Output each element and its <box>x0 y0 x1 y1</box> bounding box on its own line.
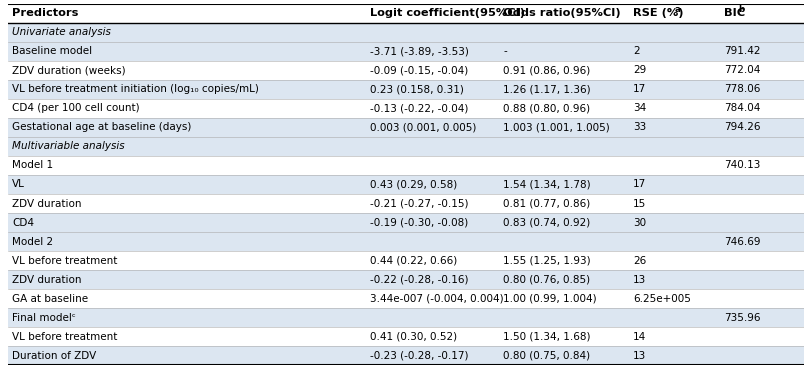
Text: 0.41 (0.30, 0.52): 0.41 (0.30, 0.52) <box>370 332 457 342</box>
Text: 30: 30 <box>632 218 645 228</box>
Text: 746.69: 746.69 <box>723 237 760 246</box>
Bar <box>8 232 803 251</box>
Bar <box>8 308 803 327</box>
Text: VL: VL <box>12 179 25 190</box>
Bar <box>8 346 803 365</box>
Text: 15: 15 <box>632 199 646 208</box>
Text: -0.19 (-0.30, -0.08): -0.19 (-0.30, -0.08) <box>370 218 468 228</box>
Text: Model 1: Model 1 <box>12 161 54 170</box>
Bar <box>8 4 803 23</box>
Text: Duration of ZDV: Duration of ZDV <box>12 351 97 361</box>
Bar <box>8 61 803 80</box>
Text: GA at baseline: GA at baseline <box>12 294 88 304</box>
Bar <box>8 194 803 213</box>
Text: Final modelᶜ: Final modelᶜ <box>12 313 75 323</box>
Text: ZDV duration: ZDV duration <box>12 199 81 208</box>
Text: VL before treatment initiation (log₁₀ copies/mL): VL before treatment initiation (log₁₀ co… <box>12 85 259 94</box>
Text: 0.81 (0.77, 0.86): 0.81 (0.77, 0.86) <box>503 199 590 208</box>
Text: -0.23 (-0.28, -0.17): -0.23 (-0.28, -0.17) <box>370 351 468 361</box>
Text: 772.04: 772.04 <box>723 65 760 75</box>
Text: -0.13 (-0.22, -0.04): -0.13 (-0.22, -0.04) <box>370 103 468 113</box>
Text: Predictors: Predictors <box>12 8 79 18</box>
Text: 0.43 (0.29, 0.58): 0.43 (0.29, 0.58) <box>370 179 457 190</box>
Bar <box>8 23 803 42</box>
Text: 1.50 (1.34, 1.68): 1.50 (1.34, 1.68) <box>503 332 590 342</box>
Text: 1.54 (1.34, 1.78): 1.54 (1.34, 1.78) <box>503 179 590 190</box>
Bar <box>8 289 803 308</box>
Text: ZDV duration (weeks): ZDV duration (weeks) <box>12 65 126 75</box>
Text: 784.04: 784.04 <box>723 103 760 113</box>
Text: b: b <box>738 4 744 14</box>
Text: 1.003 (1.001, 1.005): 1.003 (1.001, 1.005) <box>503 123 609 132</box>
Text: VL before treatment: VL before treatment <box>12 332 118 342</box>
Text: 2: 2 <box>632 46 638 56</box>
Text: 0.23 (0.158, 0.31): 0.23 (0.158, 0.31) <box>370 85 464 94</box>
Text: 0.003 (0.001, 0.005): 0.003 (0.001, 0.005) <box>370 123 476 132</box>
Text: 735.96: 735.96 <box>723 313 760 323</box>
Text: 1.55 (1.25, 1.93): 1.55 (1.25, 1.93) <box>503 256 590 266</box>
Text: 0.88 (0.80, 0.96): 0.88 (0.80, 0.96) <box>503 103 590 113</box>
Text: 17: 17 <box>632 85 646 94</box>
Text: 740.13: 740.13 <box>723 161 760 170</box>
Text: 34: 34 <box>632 103 646 113</box>
Bar <box>8 42 803 61</box>
Text: VL before treatment: VL before treatment <box>12 256 118 266</box>
Text: CD4 (per 100 cell count): CD4 (per 100 cell count) <box>12 103 139 113</box>
Text: 26: 26 <box>632 256 646 266</box>
Text: 1.26 (1.17, 1.36): 1.26 (1.17, 1.36) <box>503 85 590 94</box>
Text: Gestational age at baseline (days): Gestational age at baseline (days) <box>12 123 191 132</box>
Text: 0.80 (0.76, 0.85): 0.80 (0.76, 0.85) <box>503 275 590 284</box>
Text: -0.22 (-0.28, -0.16): -0.22 (-0.28, -0.16) <box>370 275 468 284</box>
Text: RSE (%): RSE (%) <box>632 8 682 18</box>
Bar <box>8 118 803 137</box>
Text: 3.44e-007 (-0.004, 0.004): 3.44e-007 (-0.004, 0.004) <box>370 294 503 304</box>
Text: 0.80 (0.75, 0.84): 0.80 (0.75, 0.84) <box>503 351 590 361</box>
Text: 13: 13 <box>632 275 646 284</box>
Text: 0.44 (0.22, 0.66): 0.44 (0.22, 0.66) <box>370 256 457 266</box>
Text: 0.91 (0.86, 0.96): 0.91 (0.86, 0.96) <box>503 65 590 75</box>
Text: -0.21 (-0.27, -0.15): -0.21 (-0.27, -0.15) <box>370 199 468 208</box>
Text: -0.09 (-0.15, -0.04): -0.09 (-0.15, -0.04) <box>370 65 468 75</box>
Text: Univariate analysis: Univariate analysis <box>12 27 111 37</box>
Bar <box>8 156 803 175</box>
Text: 33: 33 <box>632 123 646 132</box>
Bar <box>8 213 803 232</box>
Bar <box>8 99 803 118</box>
Text: 14: 14 <box>632 332 646 342</box>
Text: 17: 17 <box>632 179 646 190</box>
Bar <box>8 80 803 99</box>
Text: Model 2: Model 2 <box>12 237 54 246</box>
Text: 29: 29 <box>632 65 646 75</box>
Text: 794.26: 794.26 <box>723 123 760 132</box>
Bar <box>8 175 803 194</box>
Text: 778.06: 778.06 <box>723 85 760 94</box>
Text: ZDV duration: ZDV duration <box>12 275 81 284</box>
Text: 1.00 (0.99, 1.004): 1.00 (0.99, 1.004) <box>503 294 596 304</box>
Text: CD4: CD4 <box>12 218 34 228</box>
Text: Odds ratio(95%CI): Odds ratio(95%CI) <box>503 8 620 18</box>
Text: -: - <box>503 46 506 56</box>
Bar <box>8 327 803 346</box>
Text: 791.42: 791.42 <box>723 46 760 56</box>
Bar <box>8 251 803 270</box>
Bar <box>8 137 803 156</box>
Text: -3.71 (-3.89, -3.53): -3.71 (-3.89, -3.53) <box>370 46 469 56</box>
Text: 6.25e+005: 6.25e+005 <box>632 294 690 304</box>
Text: 13: 13 <box>632 351 646 361</box>
Text: Multivariable analysis: Multivariable analysis <box>12 141 125 151</box>
Text: a: a <box>673 4 679 14</box>
Bar <box>8 270 803 289</box>
Text: BIC: BIC <box>723 8 744 18</box>
Text: Baseline model: Baseline model <box>12 46 92 56</box>
Text: 0.83 (0.74, 0.92): 0.83 (0.74, 0.92) <box>503 218 590 228</box>
Text: Logit coefficient(95%CI): Logit coefficient(95%CI) <box>370 8 525 18</box>
